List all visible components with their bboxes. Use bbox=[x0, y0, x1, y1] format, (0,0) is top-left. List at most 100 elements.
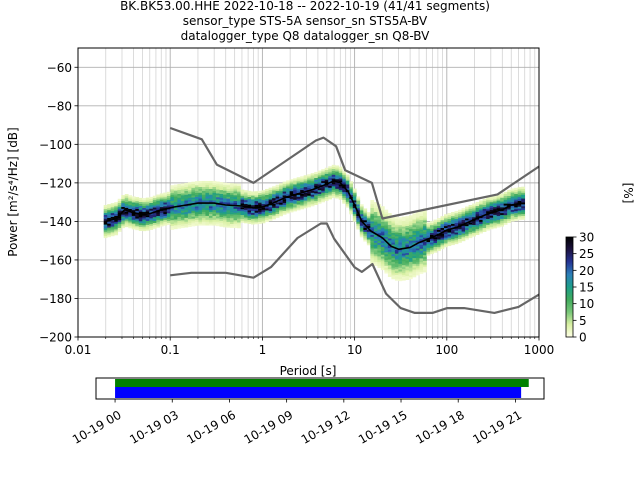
histogram-cell bbox=[282, 185, 287, 188]
histogram-cell bbox=[415, 250, 420, 253]
histogram-cell bbox=[107, 225, 112, 228]
histogram-cell bbox=[258, 219, 262, 222]
histogram-cell bbox=[391, 234, 396, 237]
histogram-cell bbox=[454, 239, 459, 243]
histogram-cell bbox=[426, 245, 431, 248]
histogram-cell bbox=[408, 244, 413, 247]
histogram-cell bbox=[447, 236, 452, 239]
histogram-cell bbox=[272, 207, 276, 210]
histogram-cell bbox=[366, 214, 371, 217]
title-line-2: sensor_type STS-5A sensor_sn STS5A-BV bbox=[183, 14, 428, 28]
histogram-cell bbox=[184, 186, 189, 189]
histogram-cell bbox=[377, 242, 382, 245]
histogram-cell bbox=[500, 199, 504, 202]
histogram-cell bbox=[517, 210, 522, 213]
histogram-cell bbox=[180, 191, 185, 194]
histogram-cell bbox=[373, 236, 378, 239]
histogram-cell bbox=[373, 209, 378, 212]
histogram-cell bbox=[461, 221, 466, 224]
histogram-cell bbox=[394, 222, 399, 225]
histogram-cell bbox=[447, 241, 452, 245]
histogram-cell bbox=[500, 205, 504, 208]
histogram-cell bbox=[429, 251, 434, 255]
histogram-cell bbox=[117, 206, 122, 209]
histogram-cell bbox=[412, 228, 417, 232]
histogram-cell bbox=[324, 192, 329, 196]
histogram-cell bbox=[387, 230, 392, 233]
histogram-cell bbox=[338, 178, 343, 181]
histogram-cell bbox=[279, 183, 283, 186]
histogram-cell bbox=[128, 201, 133, 204]
histogram-cell bbox=[314, 196, 319, 200]
histogram-cell bbox=[307, 193, 312, 196]
histogram-cell bbox=[349, 192, 354, 196]
histogram-cell bbox=[296, 198, 301, 201]
histogram-cell bbox=[230, 183, 234, 186]
histogram-cell bbox=[103, 205, 108, 208]
histogram-cell bbox=[405, 273, 410, 277]
histogram-cell bbox=[310, 192, 315, 195]
histogram-cell bbox=[454, 220, 459, 223]
histogram-cell bbox=[251, 199, 255, 202]
histogram-cell bbox=[107, 213, 112, 217]
histogram-cell bbox=[377, 263, 382, 267]
histogram-cell bbox=[114, 215, 119, 218]
histogram-cell bbox=[440, 219, 445, 223]
histogram-cell bbox=[163, 223, 168, 226]
histogram-cell bbox=[121, 200, 126, 204]
histogram-cell bbox=[124, 215, 129, 218]
histogram-cell bbox=[349, 210, 354, 213]
histogram-cell bbox=[314, 191, 319, 194]
histogram-cell bbox=[426, 249, 431, 252]
histogram-cell bbox=[503, 222, 508, 225]
histogram-cell bbox=[300, 203, 304, 206]
histogram-cell bbox=[293, 195, 297, 198]
histogram-cell bbox=[363, 212, 368, 215]
histogram-cell bbox=[215, 206, 220, 209]
histogram-cell bbox=[370, 205, 375, 208]
histogram-cell bbox=[510, 211, 515, 214]
histogram-cell bbox=[121, 206, 126, 209]
histogram-cell bbox=[380, 260, 385, 263]
histogram-cell bbox=[521, 211, 526, 214]
histogram-cell bbox=[163, 211, 168, 215]
histogram-cell bbox=[138, 215, 143, 218]
histogram-cell bbox=[401, 255, 406, 258]
histogram-cell bbox=[514, 212, 519, 216]
histogram-cell bbox=[124, 213, 129, 216]
histogram-cell bbox=[103, 222, 108, 225]
histogram-cell bbox=[268, 191, 273, 194]
histogram-cell bbox=[254, 222, 259, 225]
histogram-cell bbox=[184, 215, 189, 218]
histogram-cell bbox=[429, 232, 434, 235]
histogram-cell bbox=[307, 195, 312, 198]
histogram-cell bbox=[405, 268, 410, 271]
timeline: 10-19 00 10-19 03 10-19 06 10-19 09 10-19 12… bbox=[70, 377, 545, 447]
histogram-cell bbox=[433, 244, 438, 247]
histogram-cell bbox=[205, 213, 210, 216]
histogram-cell bbox=[128, 220, 133, 223]
histogram-cell bbox=[247, 196, 252, 199]
histogram-cell bbox=[226, 221, 231, 224]
histogram-cell bbox=[324, 177, 329, 180]
histogram-cell bbox=[342, 178, 347, 181]
histogram-cell bbox=[489, 215, 494, 218]
histogram-cell bbox=[398, 217, 403, 220]
histogram-cell bbox=[117, 218, 122, 221]
histogram-cell bbox=[149, 218, 154, 221]
histogram-cell bbox=[331, 189, 336, 193]
histogram-cell bbox=[254, 208, 259, 211]
histogram-cell bbox=[142, 198, 147, 201]
histogram-cell bbox=[321, 200, 326, 203]
histogram-cell bbox=[173, 194, 178, 197]
histogram-cell bbox=[496, 204, 501, 207]
histogram-cell bbox=[507, 211, 511, 214]
histogram-cell bbox=[152, 213, 157, 216]
histogram-cell bbox=[401, 251, 406, 254]
histogram-cell bbox=[230, 189, 234, 192]
histogram-cell bbox=[215, 218, 220, 221]
histogram-cell bbox=[201, 204, 206, 207]
histogram-cell bbox=[251, 216, 255, 219]
histogram-cell bbox=[338, 197, 343, 200]
histogram-cell bbox=[219, 187, 224, 191]
